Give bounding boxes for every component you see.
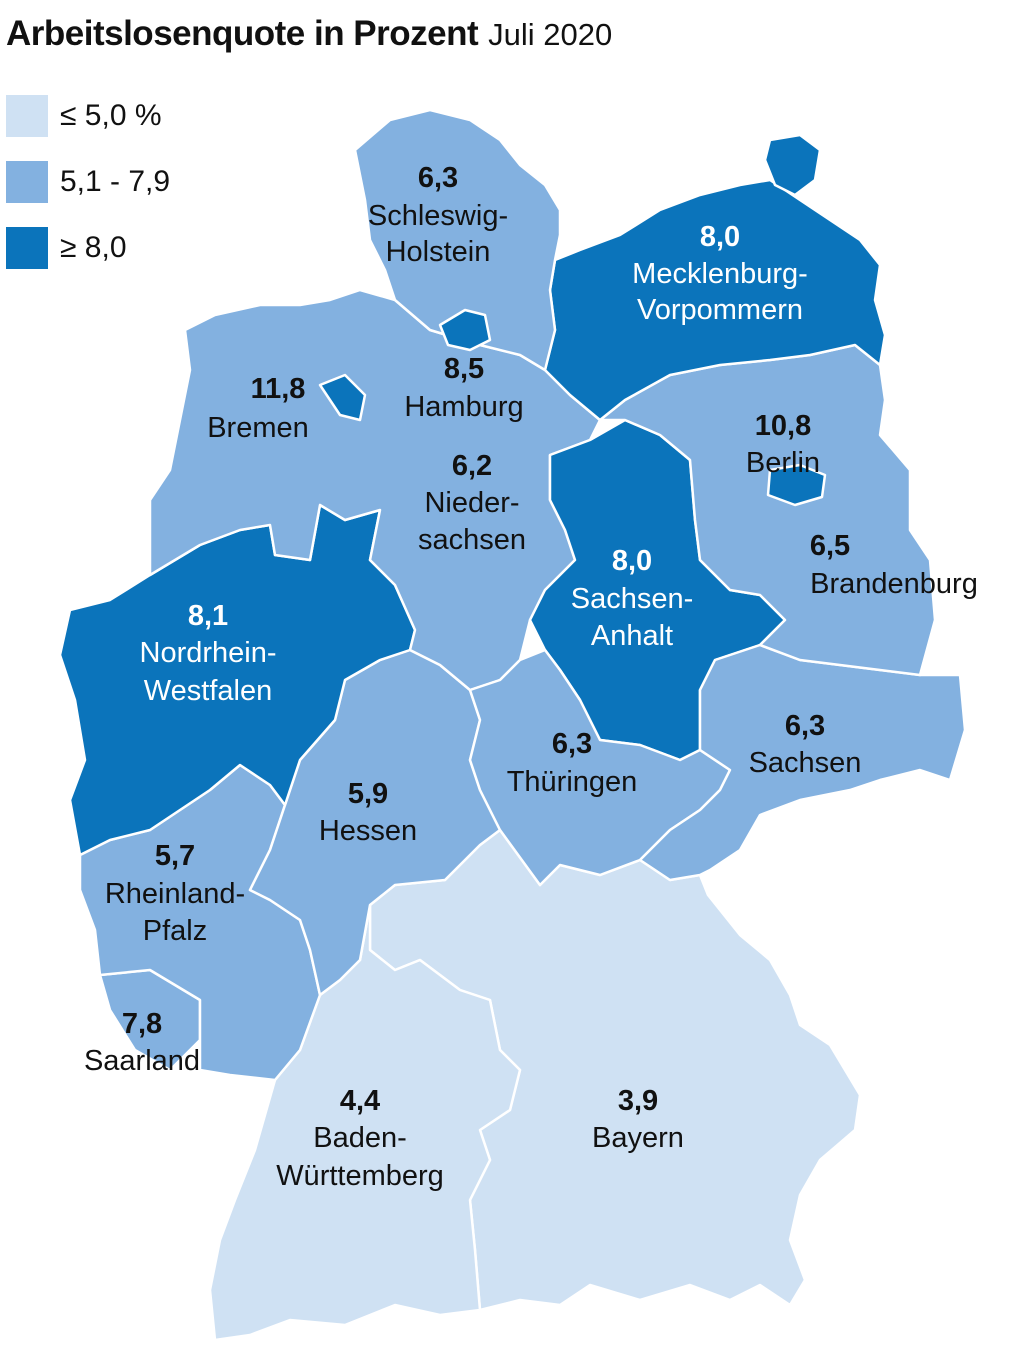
state-berlin (766, 463, 827, 507)
value-mecklenburg-vorpommern: 8,0 (700, 221, 740, 253)
name-mecklenburg-vorpommern-2: Vorpommern (637, 294, 803, 326)
legend-swatch-low (6, 95, 48, 137)
value-sachsen-anhalt: 8,0 (612, 545, 652, 577)
value-bremen: 11,8 (251, 373, 306, 405)
value-niedersachsen: 6,2 (452, 450, 492, 482)
label-thueringen: 6,3 Thüringen (507, 728, 638, 798)
state-schleswig-holstein (353, 108, 562, 372)
name-hamburg: Hamburg (404, 391, 523, 423)
name-brandenburg: Brandenburg (810, 568, 978, 600)
label-sachsen-anhalt: 8,0 Sachsen- Anhalt (571, 545, 694, 652)
value-rheinland-pfalz: 5,7 (155, 840, 195, 872)
name-mecklenburg-vorpommern-1: Mecklenburg- (632, 258, 808, 290)
name-thueringen: Thüringen (507, 766, 638, 798)
name-rheinland-pfalz-2: Pfalz (143, 915, 207, 947)
label-rheinland-pfalz: 5,7 Rheinland- Pfalz (105, 840, 245, 947)
name-bayern: Bayern (592, 1122, 684, 1154)
value-baden-wuerttemberg: 4,4 (340, 1085, 380, 1117)
label-niedersachsen: 6,2 Nieder- sachsen (418, 450, 526, 556)
value-hamburg: 8,5 (444, 353, 484, 385)
label-nordrhein-westfalen: 8,1 Nordrhein- Westfalen (140, 600, 277, 707)
legend-label-low: ≤ 5,0 % (60, 99, 162, 132)
legend-swatch-high (6, 227, 48, 269)
label-sachsen: 6,3 Sachsen (749, 710, 862, 779)
name-sachsen-anhalt-2: Anhalt (591, 620, 673, 652)
name-sachsen: Sachsen (749, 747, 862, 779)
label-hamburg: 8,5 Hamburg (404, 353, 523, 423)
legend-item-low: ≤ 5,0 % (6, 94, 170, 138)
value-berlin: 10,8 (755, 410, 811, 442)
label-bayern: 3,9 Bayern (592, 1085, 684, 1154)
legend-label-high: ≥ 8,0 (60, 231, 127, 264)
label-bremen: 11,8 Bremen (207, 373, 309, 444)
state-bremen (318, 373, 367, 422)
value-bayern: 3,9 (618, 1085, 658, 1117)
value-nordrhein-westfalen: 8,1 (188, 600, 228, 632)
name-schleswig-holstein-1: Schleswig- (368, 200, 508, 232)
name-berlin: Berlin (746, 447, 820, 479)
value-brandenburg: 6,5 (810, 530, 850, 562)
legend-item-high: ≥ 8,0 (6, 226, 170, 270)
label-saarland: 7,8 Saarland (84, 1008, 200, 1077)
name-baden-wuerttemberg-2: Württemberg (276, 1160, 444, 1192)
island-ruegen (763, 133, 822, 197)
label-hessen: 5,9 Hessen (319, 778, 417, 847)
value-hessen: 5,9 (348, 778, 388, 810)
value-thueringen: 6,3 (552, 728, 592, 760)
value-schleswig-holstein: 6,3 (418, 162, 458, 194)
name-niedersachsen-2: sachsen (418, 524, 526, 556)
label-baden-wuerttemberg: 4,4 Baden- Württemberg (276, 1085, 444, 1192)
legend-item-mid: 5,1 - 7,9 (6, 160, 170, 204)
map-subtitle: Juli 2020 (488, 17, 613, 52)
legend: ≤ 5,0 % 5,1 - 7,9 ≥ 8,0 (6, 94, 170, 292)
label-berlin: 10,8 Berlin (746, 410, 820, 479)
name-schleswig-holstein-2: Holstein (386, 236, 491, 268)
legend-swatch-mid (6, 161, 48, 203)
state-hamburg (438, 308, 492, 352)
name-hessen: Hessen (319, 815, 417, 847)
label-mecklenburg-vorpommern: 8,0 Mecklenburg- Vorpommern (632, 221, 808, 326)
name-nordrhein-westfalen-1: Nordrhein- (140, 637, 277, 669)
value-saarland: 7,8 (122, 1008, 162, 1040)
name-niedersachsen-1: Nieder- (424, 487, 519, 519)
name-baden-wuerttemberg-1: Baden- (313, 1122, 407, 1154)
name-rheinland-pfalz-1: Rheinland- (105, 878, 245, 910)
name-sachsen-anhalt-1: Sachsen- (571, 583, 694, 615)
legend-label-mid: 5,1 - 7,9 (60, 165, 171, 198)
map-title-row: Arbeitslosenquote in Prozent Juli 2020 (6, 14, 612, 54)
name-bremen: Bremen (207, 412, 309, 444)
name-nordrhein-westfalen-2: Westfalen (144, 675, 272, 707)
label-brandenburg: 6,5 Brandenburg (810, 530, 978, 600)
value-sachsen: 6,3 (785, 710, 825, 742)
state-mecklenburg-vorpommern (543, 178, 887, 422)
name-saarland: Saarland (84, 1045, 200, 1077)
map-title: Arbeitslosenquote in Prozent (6, 14, 479, 53)
label-schleswig-holstein: 6,3 Schleswig- Holstein (368, 162, 508, 268)
